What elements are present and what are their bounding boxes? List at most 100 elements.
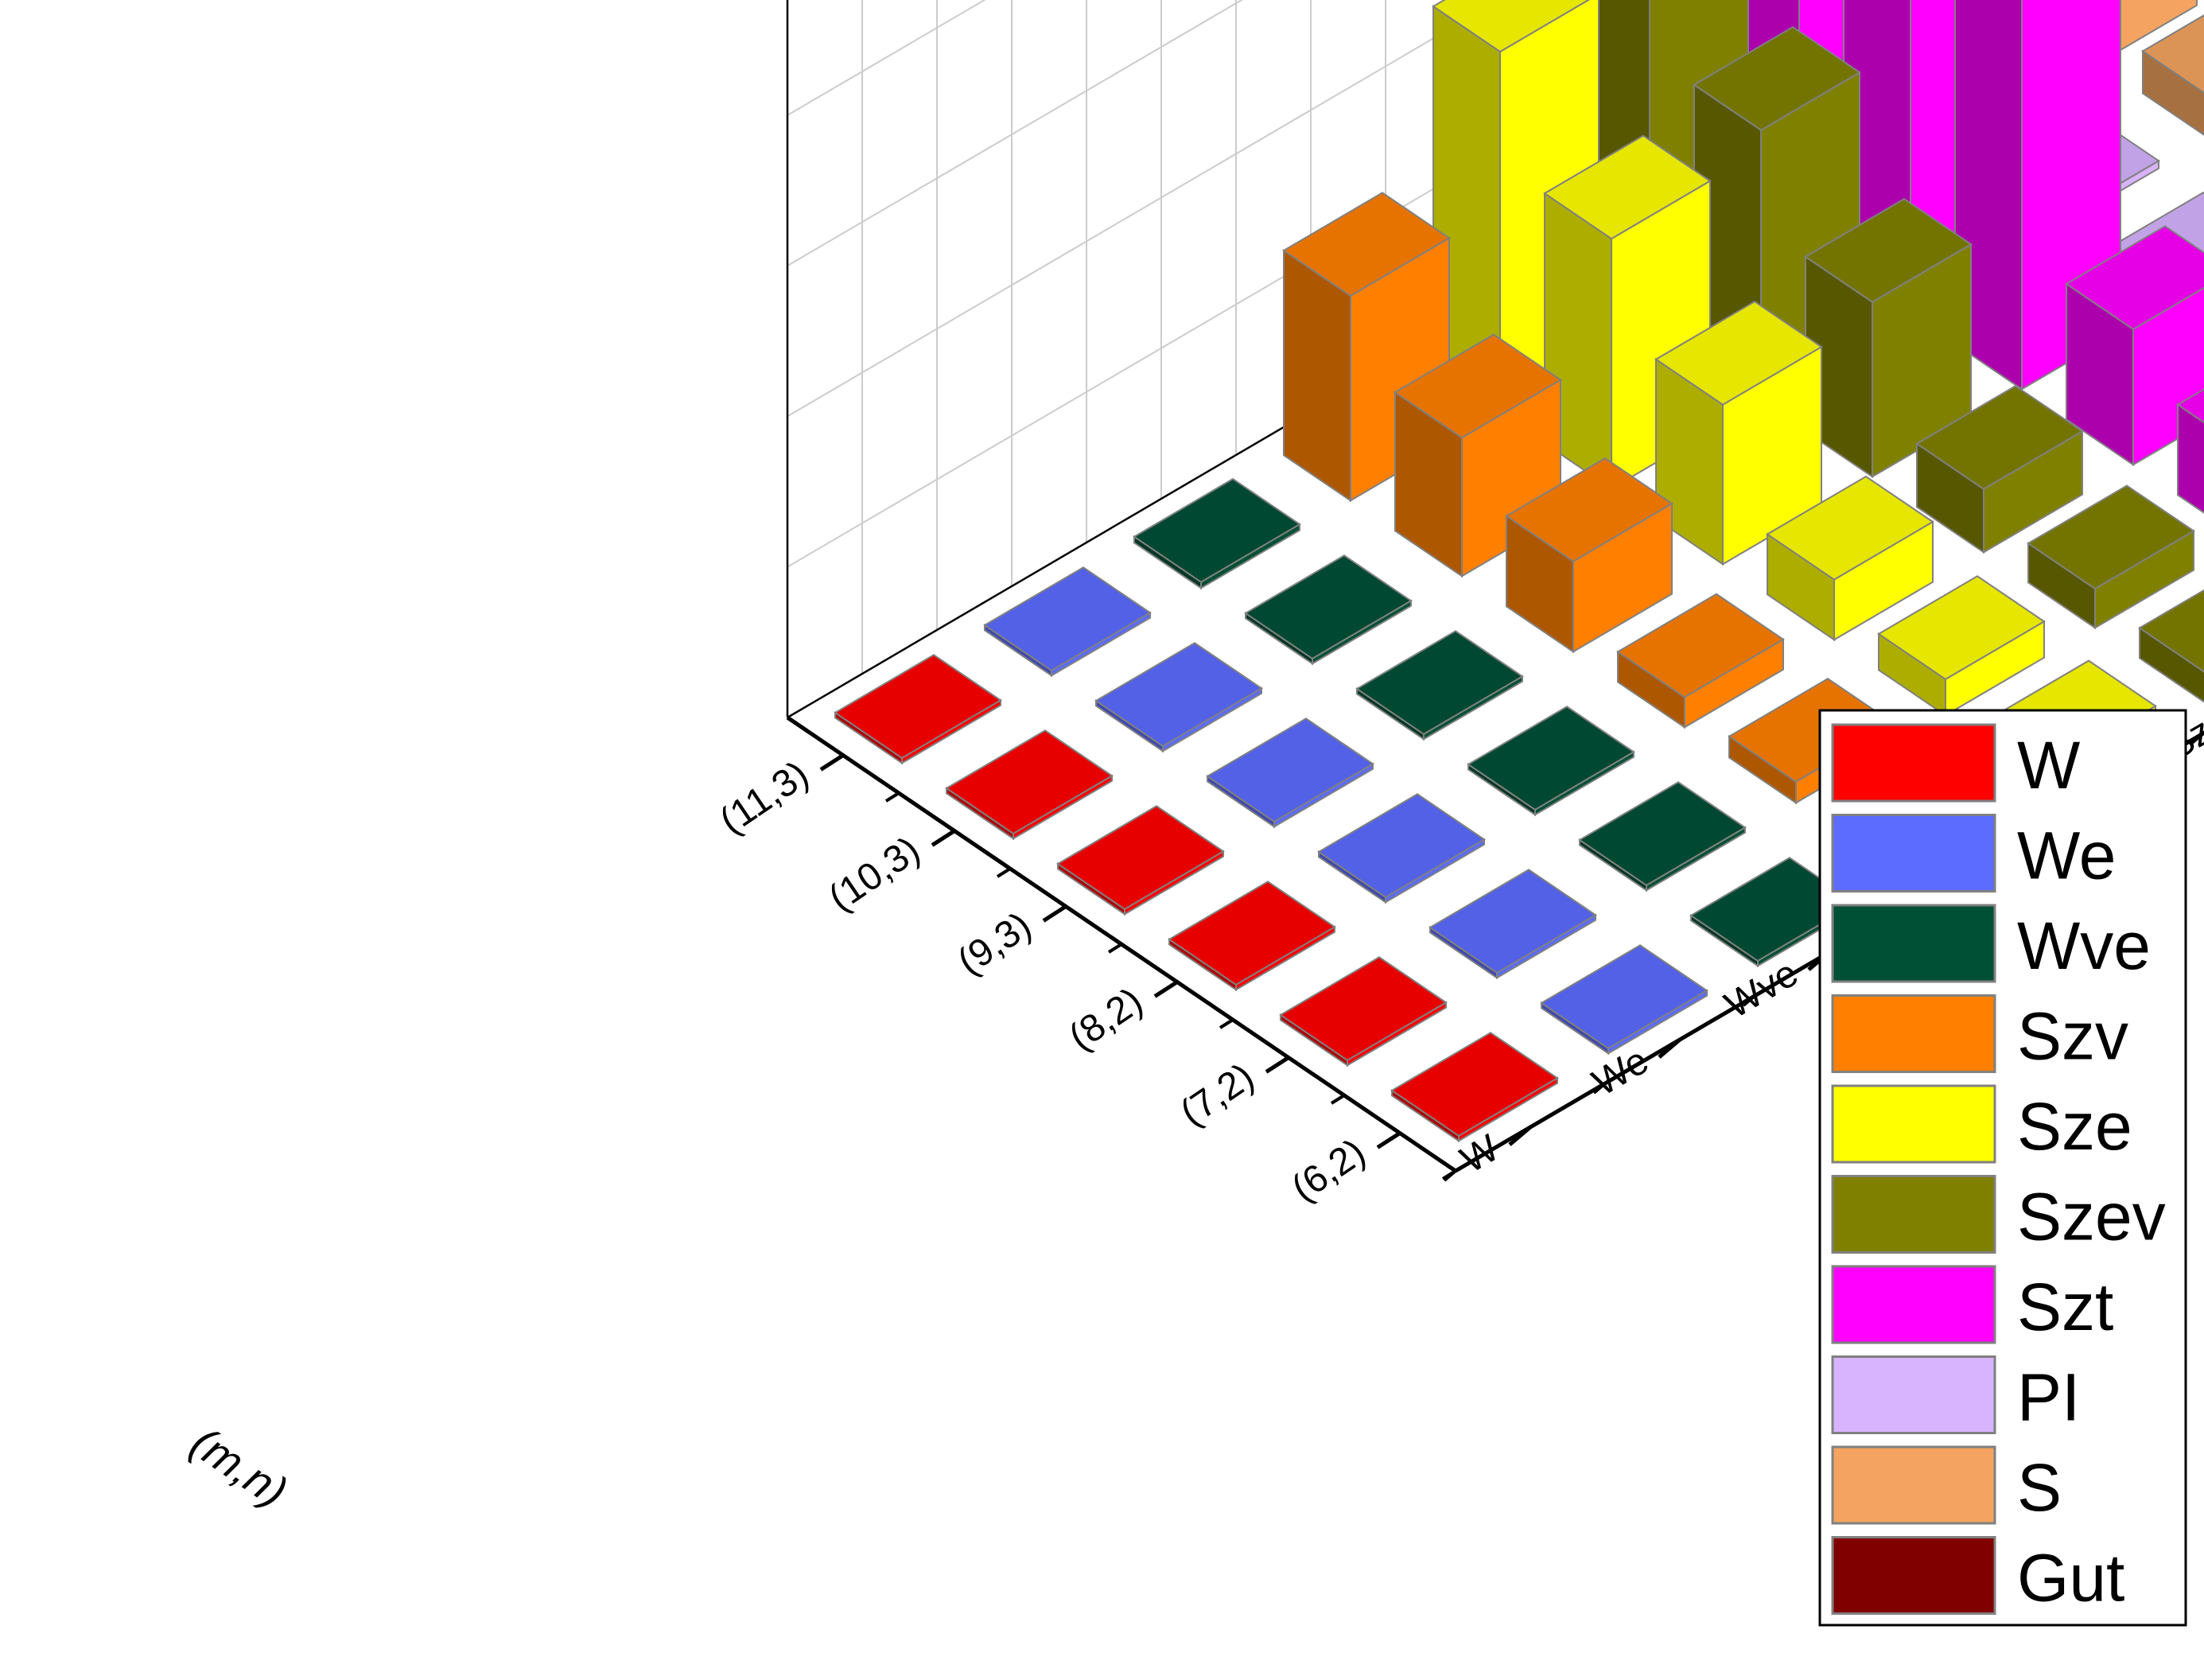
- legend-swatch-S: [1831, 1445, 1996, 1525]
- bar-top-face: [1877, 575, 2046, 681]
- x-tick: [931, 829, 956, 847]
- bar-Wve-(8,2): [1467, 706, 1635, 817]
- bar-Szev-(6,2): [2138, 589, 2204, 703]
- legend-label-Wve: Wve: [2017, 908, 2151, 983]
- bar-top-face: [1206, 718, 1374, 823]
- bar-Szev-(8,2): [1915, 385, 2084, 554]
- x-tick-label: (7,2): [1173, 1056, 1261, 1134]
- bar-top-face: [1133, 477, 1301, 583]
- x-tick-label: (9,3): [950, 904, 1039, 983]
- bar-top-face: [2027, 484, 2195, 590]
- z-grid-line: [787, 0, 1501, 418]
- bar-top-face: [1168, 881, 1336, 986]
- bar-W-(8,2): [1168, 881, 1336, 992]
- bar-Wve-(11,3): [1133, 477, 1301, 590]
- bar-Wve-(10,3): [1244, 554, 1413, 666]
- bar-top-face: [1804, 197, 1973, 303]
- bar-Sze-(7,2): [1877, 575, 2046, 718]
- bar-top-face: [1540, 944, 1708, 1050]
- x-minor-tick: [1330, 1094, 1346, 1105]
- bar-top-face: [1654, 300, 1823, 406]
- legend-swatch-We: [1831, 814, 1996, 892]
- bar-top-face: [2138, 589, 2204, 673]
- bar-top-face: [1394, 333, 1562, 439]
- x-tick-label: (6,2): [1285, 1131, 1373, 1210]
- y-minor-tick: [2190, 732, 2204, 745]
- y-tick-label: We: [1585, 1040, 1655, 1105]
- bar-We-(9,3): [1206, 718, 1374, 829]
- legend-swatch-Szv: [1831, 994, 1996, 1073]
- bar-Szev-(7,2): [2027, 484, 2195, 630]
- bar-top-face: [1543, 134, 1712, 240]
- bar-top-face: [1578, 781, 1747, 887]
- x-minor-tick: [1107, 943, 1123, 954]
- bar-top-face: [1915, 385, 2084, 490]
- bar-top-face: [2065, 225, 2204, 331]
- x-minor-tick: [996, 867, 1012, 878]
- bar-Szv-(8,2): [1616, 593, 1785, 729]
- bar-top-face: [1467, 706, 1635, 811]
- bar-We-(7,2): [1429, 869, 1597, 980]
- bar-top-face: [1616, 593, 1785, 698]
- x-tick: [1265, 1056, 1290, 1074]
- bar-top-face: [2141, 14, 2204, 94]
- x-tick: [1376, 1131, 1401, 1149]
- bar-top-face: [834, 654, 1002, 760]
- bar-top-face: [1429, 869, 1597, 974]
- legend-swatch-Szev: [1831, 1175, 1996, 1254]
- bar-Szv-(11,3): [1282, 192, 1451, 503]
- bar-W-(10,3): [945, 729, 1114, 841]
- legend-swatch-Sze: [1831, 1084, 1996, 1164]
- bar-top-face: [2176, 388, 2204, 424]
- bar-We-(10,3): [1094, 642, 1263, 753]
- bar-Szt-(7,2): [2176, 388, 2204, 514]
- legend-label-Szt: Szt: [2017, 1270, 2113, 1344]
- legend-swatch-W: [1831, 723, 1996, 803]
- bar-Sze-(8,2): [1766, 475, 1934, 642]
- bar-side-face: [2177, 402, 2204, 514]
- legend-label-Sze: Sze: [2017, 1089, 2132, 1164]
- y-minor-tick: [1592, 1082, 1607, 1095]
- legend-label-W: W: [2017, 728, 2080, 803]
- legend: W We Wve Szv Sze Szev Szt PI S Gut: [1818, 709, 2187, 1627]
- bar-W-(7,2): [1279, 956, 1448, 1068]
- x-minor-tick: [884, 791, 900, 803]
- x-tick-label: (11,3): [713, 753, 817, 842]
- legend-label-We: We: [2017, 819, 2116, 893]
- bar-W-(6,2): [1390, 1032, 1559, 1143]
- bar-Wve-(7,2): [1578, 781, 1747, 892]
- bar-We-(11,3): [983, 566, 1152, 678]
- bar-top-face: [1505, 457, 1673, 562]
- x-axis-title: (m,n): [182, 1417, 296, 1517]
- bar-W-(11,3): [834, 654, 1002, 765]
- legend-label-Szev: Szev: [2017, 1180, 2166, 1254]
- bar-top-face: [945, 729, 1114, 835]
- bar-top-face: [1693, 25, 1861, 131]
- x-minor-tick: [1219, 1018, 1234, 1029]
- bar-S-(10,3): [2141, 14, 2204, 136]
- bar-top-face: [1317, 793, 1486, 899]
- bar-Wve-(9,3): [1355, 630, 1524, 741]
- x-tick: [1042, 904, 1067, 923]
- legend-label-Gut: Gut: [2017, 1541, 2124, 1616]
- bar-top-face: [1355, 630, 1524, 736]
- bar-We-(8,2): [1317, 793, 1486, 904]
- bar-top-face: [1279, 956, 1448, 1062]
- bar-top-face: [1056, 805, 1225, 911]
- bar-top-face: [1432, 0, 1590, 53]
- y-minor-tick: [1742, 994, 1756, 1007]
- x-tick-label: (10,3): [822, 829, 927, 920]
- bar-top-face: [983, 566, 1152, 672]
- y-tick: [1508, 1126, 1532, 1146]
- bar-top-face: [1282, 192, 1451, 298]
- bar-top-face: [1390, 1032, 1559, 1138]
- x-tick-label: (8,2): [1062, 980, 1150, 1059]
- bar-Szv-(9,3): [1505, 457, 1673, 654]
- legend-swatch-Szt: [1831, 1265, 1996, 1344]
- x-tick: [1153, 980, 1179, 998]
- chart-bars: [834, 0, 2204, 1143]
- bar-top-face: [1094, 642, 1263, 748]
- y-tick: [1658, 1038, 1681, 1059]
- bar-We-(6,2): [1540, 944, 1708, 1056]
